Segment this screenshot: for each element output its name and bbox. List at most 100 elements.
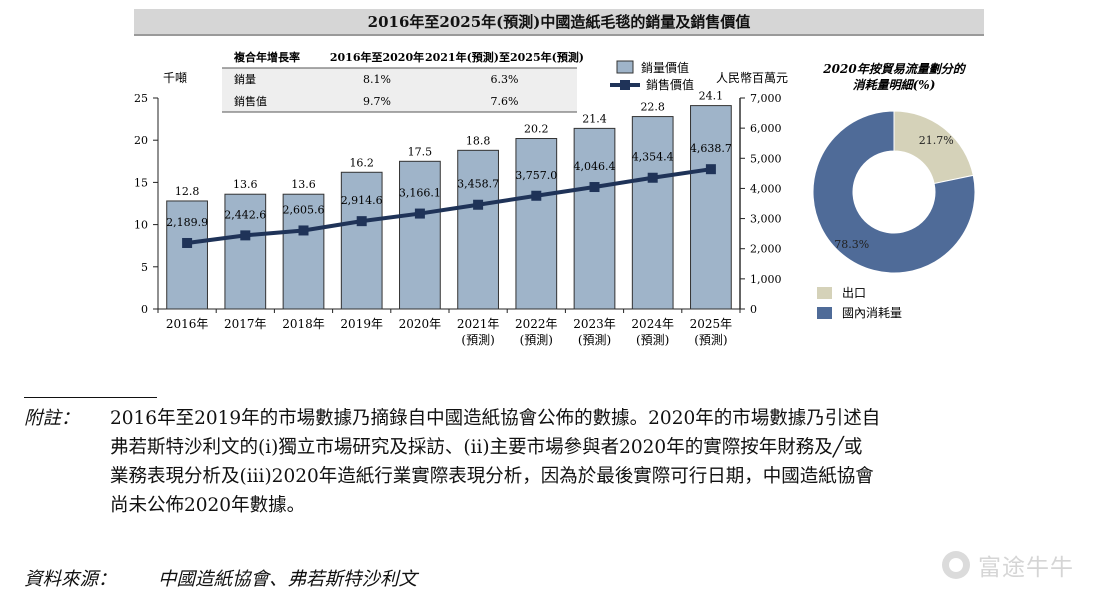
footnote-body: 2016年至2019年的市場數據乃摘錄自中國造紙協會公佈的數據。2020年的市場… [110, 404, 1095, 520]
watermark-text: 富途牛牛 [978, 555, 1074, 581]
right-axis-tick-label: 3,000 [750, 213, 782, 226]
line-point [414, 208, 425, 219]
bar [631, 116, 674, 310]
footnote-line: 弗若斯特沙利文的(i)獨立市場研究及採訪、(ii)主要市場參與者2020年的實際… [110, 437, 863, 458]
right-axis-tick-label: 7,000 [750, 92, 782, 105]
bar [573, 127, 616, 310]
bar-value-label: 18.8 [466, 134, 491, 147]
bar [457, 149, 499, 310]
bar-value-label: 13.6 [291, 178, 316, 191]
cagr-table-cell: 7.6% [491, 95, 519, 108]
line-point [298, 225, 309, 236]
x-axis-tick-label: 2025年 [690, 317, 733, 331]
source-text: 中國造紙協會、弗若斯特沙利文 [158, 569, 418, 590]
pie-slice-label: 21.7% [919, 134, 954, 147]
footnote-line: 尚未公佈2020年數據。 [110, 495, 306, 516]
right-axis-tick-label: 4,000 [750, 182, 782, 195]
bar-value-label: 21.4 [582, 112, 607, 125]
x-axis-tick-label: 2016年 [166, 317, 209, 331]
cagr-table-cell: 9.7% [363, 95, 391, 108]
bar-value-label: 22.8 [640, 101, 665, 114]
line-point [182, 237, 193, 248]
x-axis-tick-label: (預測) [520, 333, 553, 347]
bar-value-label: 24.1 [699, 90, 724, 103]
x-axis-tick-label: 2018年 [282, 317, 325, 331]
line-value-label: 2,605.6 [283, 203, 325, 216]
watermark-logo-icon [942, 551, 970, 579]
chart-canvas: 複合年增長率 2016年至2020年 2021年(預測)至2025年(預測) 銷量 8.… [134, 50, 976, 347]
x-axis-tick-label: 2022年 [515, 317, 558, 331]
bar [224, 193, 267, 310]
x-axis-tick-label: 2021年 [457, 317, 500, 331]
bar [690, 105, 732, 310]
line-value-label: 2,189.9 [166, 216, 208, 229]
line-point [647, 172, 658, 183]
bar [340, 171, 383, 310]
pie-slice-label: 78.3% [834, 238, 869, 251]
cagr-table-body-bg [222, 68, 577, 112]
footnote-line: 2016年至2019年的市場數據乃摘錄自中國造紙協會公佈的數據。2020年的市場… [110, 408, 881, 429]
line-value-label: 4,354.4 [632, 151, 674, 164]
x-axis-tick-label: (預測) [636, 333, 669, 347]
legend-label: 銷售價值 [646, 77, 694, 92]
line-value-label: 2,914.6 [341, 194, 383, 207]
line-value-label: 3,458.7 [457, 178, 499, 191]
left-axis-tick-label: 5 [141, 261, 148, 274]
right-axis-tick-label: 1,000 [750, 273, 782, 286]
line-value-label: 3,166.1 [399, 187, 441, 200]
line-point [589, 182, 600, 193]
bar-value-label: 12.8 [175, 185, 200, 198]
legend-swatch-bar [616, 60, 634, 74]
cagr-table-header: 複合年增長率 [233, 50, 300, 64]
line-value-label: 3,757.0 [515, 169, 557, 182]
left-axis-tick-label: 20 [134, 134, 148, 147]
left-axis-tick-label: 15 [134, 176, 148, 189]
pie-legend-label: 出口 [842, 286, 866, 300]
line-point [356, 216, 367, 227]
cagr-table-header: 2021年(預測)至2025年(預測) [425, 50, 584, 64]
legend-label: 銷量價值 [641, 60, 689, 75]
bar-value-label: 20.2 [524, 123, 549, 136]
right-axis-unit: 人民幣百萬元 [716, 71, 788, 85]
x-axis-tick-label: 2020年 [399, 317, 442, 331]
x-axis-tick-label: 2019年 [340, 317, 383, 331]
chart-axes: 0 5 10 15 20 25 0 1,000 2,000 3,000 4,000 5,000 6,00… [134, 71, 788, 347]
left-axis-tick-label: 0 [141, 303, 148, 316]
left-axis-tick-label: 10 [134, 219, 148, 232]
bar [515, 138, 558, 310]
line-value-label: 4,638.7 [690, 142, 732, 155]
pie-title: 2020年按貿易流量劃分的 [822, 62, 966, 76]
line-point [705, 164, 716, 175]
right-axis-tick-label: 5,000 [750, 152, 782, 165]
bar-value-label: 13.6 [233, 178, 258, 191]
right-axis-tick-label: 0 [750, 303, 757, 316]
x-axis-tick-label: (預測) [578, 333, 611, 347]
pie-legend-swatch [817, 307, 832, 319]
cagr-table-header: 2016年至2020年 [330, 50, 424, 64]
x-axis-tick-label: (預測) [694, 333, 727, 347]
cagr-table: 複合年增長率 2016年至2020年 2021年(預測)至2025年(預測) 銷量 8.… [222, 50, 584, 113]
line-series: 2,189.9 2,442.6 2,605.6 2,914.6 3,166.1 3,458… [166, 142, 732, 248]
pie-slice [812, 110, 976, 274]
cagr-table-cell: 銷售值 [234, 94, 267, 108]
left-axis-unit: 千噸 [163, 71, 187, 85]
pie-legend-swatch [817, 287, 832, 299]
line-point [240, 230, 251, 241]
bar [282, 193, 325, 310]
right-axis-tick-label: 6,000 [750, 122, 782, 135]
line-value-label: 4,046.4 [574, 160, 616, 173]
bar-value-label: 17.5 [408, 145, 433, 158]
footnote-rule [24, 397, 157, 398]
line-point [531, 190, 542, 201]
bar [166, 200, 208, 310]
line-point [473, 199, 484, 210]
pie-legend-label: 國內消耗量 [842, 306, 902, 320]
bar-value-label: 16.2 [349, 156, 374, 169]
watermark: 富途牛牛 [942, 548, 1102, 582]
bar [399, 160, 441, 310]
cagr-table-cell: 6.3% [491, 73, 519, 86]
series-line [186, 167, 712, 245]
pie-title: 消耗量明細(%) [853, 78, 936, 92]
